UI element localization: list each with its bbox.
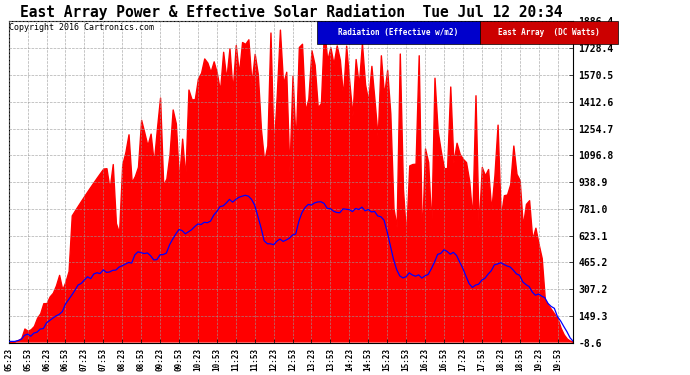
FancyBboxPatch shape [317, 21, 480, 44]
Text: Copyright 2016 Cartronics.com: Copyright 2016 Cartronics.com [9, 23, 154, 32]
Text: Radiation (Effective w/m2): Radiation (Effective w/m2) [338, 28, 459, 37]
Title: East Array Power & Effective Solar Radiation  Tue Jul 12 20:34: East Array Power & Effective Solar Radia… [20, 4, 562, 20]
FancyBboxPatch shape [480, 21, 618, 44]
Text: East Array  (DC Watts): East Array (DC Watts) [497, 28, 600, 37]
